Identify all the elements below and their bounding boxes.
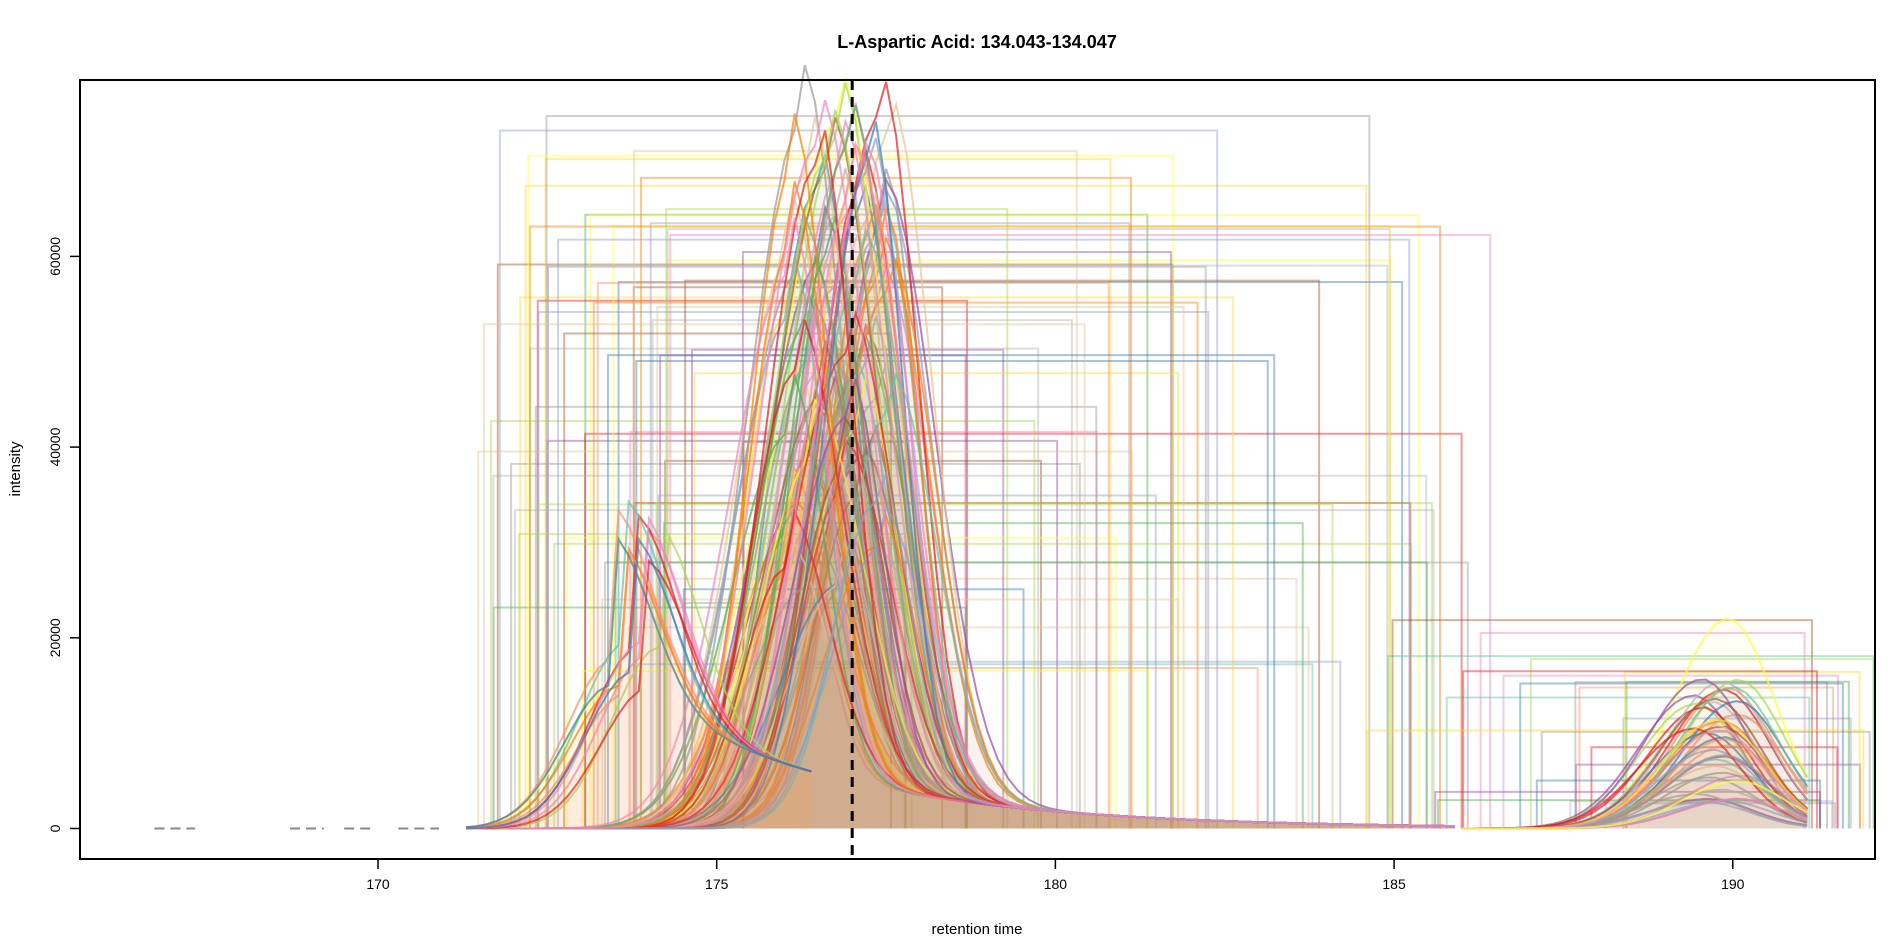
trace-line	[1461, 780, 1808, 830]
peak-box	[658, 577, 1298, 829]
peak-box	[666, 258, 1392, 829]
peak-box	[546, 439, 1059, 829]
peak-box	[544, 158, 1112, 829]
y-axis: 0 20000 40000 60000	[47, 237, 80, 832]
x-axis: 170 175 180 185 190	[366, 859, 1745, 892]
peak-box	[553, 542, 1412, 829]
y-tick-label: 20000	[47, 618, 63, 657]
peak-box	[584, 432, 1463, 829]
peak-box	[534, 405, 1098, 829]
peak-box	[537, 503, 1334, 829]
peak-box	[614, 561, 1428, 829]
trace-fill	[1461, 689, 1808, 829]
peak-box	[603, 561, 1469, 829]
y-axis-label: intensity	[7, 441, 24, 497]
peak-box	[612, 224, 1391, 829]
x-tick-label: 180	[1044, 876, 1068, 892]
x-tick-label: 185	[1382, 876, 1406, 892]
trace-fill	[1461, 618, 1808, 829]
peak-box	[492, 474, 1428, 829]
peak-box	[1445, 696, 1811, 829]
peak-box	[1366, 729, 1865, 829]
peak-box	[1386, 655, 1875, 829]
trace-fill	[1461, 772, 1808, 829]
trace-fill	[1461, 801, 1808, 829]
peak-box	[546, 265, 1207, 829]
peak-box	[489, 419, 1036, 829]
x-axis-label: retention time	[932, 921, 1023, 938]
peak-box	[498, 129, 1219, 829]
peak-box	[1574, 681, 1828, 829]
x-tick-label: 175	[705, 876, 729, 892]
x-tick-label: 170	[366, 876, 390, 892]
peak-box	[510, 462, 1081, 829]
trace-line	[479, 99, 1456, 830]
peak-box	[633, 502, 1412, 829]
y-tick-label: 0	[47, 824, 63, 832]
peak-box	[639, 663, 1314, 829]
peak-box	[666, 228, 1391, 829]
trace-fill	[1461, 701, 1808, 829]
peak-box	[684, 279, 1321, 829]
peak-box	[1479, 632, 1806, 829]
peak-box	[1535, 779, 1822, 829]
plot-frame	[79, 79, 1876, 860]
y-tick-label: 40000	[47, 427, 63, 466]
trace-line	[466, 533, 812, 830]
peak-box	[635, 360, 1269, 829]
y-tick-label: 60000	[47, 237, 63, 276]
peak-box	[536, 299, 969, 829]
peak-box	[1623, 670, 1861, 829]
trace-fill	[479, 238, 1456, 829]
trace-line	[465, 535, 812, 829]
peak-box	[1391, 619, 1813, 829]
trace-fill	[466, 553, 812, 829]
peak-box	[557, 238, 1411, 829]
peak-box	[627, 626, 1310, 829]
peak-box	[1502, 674, 1840, 829]
peak-box	[482, 323, 1086, 829]
peak-box	[1529, 658, 1875, 829]
trace-fill	[1461, 738, 1808, 829]
peak-box	[513, 509, 1435, 829]
traces-layer	[154, 64, 1809, 830]
peak-box	[617, 281, 1404, 829]
x-tick-label: 190	[1721, 876, 1745, 892]
peak-box	[600, 598, 1179, 829]
peak-box	[528, 225, 1442, 829]
peak-box	[1462, 670, 1818, 829]
trace-fill	[1461, 720, 1808, 829]
peak-box	[1625, 680, 1850, 829]
peak-box	[662, 522, 1304, 829]
peak-box	[496, 263, 1174, 829]
peak-box	[581, 669, 1150, 829]
peak-box	[524, 184, 1368, 829]
trace-line	[466, 536, 812, 830]
peak-box	[606, 354, 1276, 829]
chart-title: L-Aspartic Acid: 134.043-134.047	[837, 32, 1116, 52]
peak-box	[655, 502, 1433, 829]
peak-box	[547, 264, 1389, 829]
peak-box	[545, 114, 1371, 829]
peak-box	[1574, 763, 1862, 829]
peak-box	[589, 214, 1420, 829]
peak-box	[669, 234, 1492, 829]
trace-line	[466, 514, 812, 830]
